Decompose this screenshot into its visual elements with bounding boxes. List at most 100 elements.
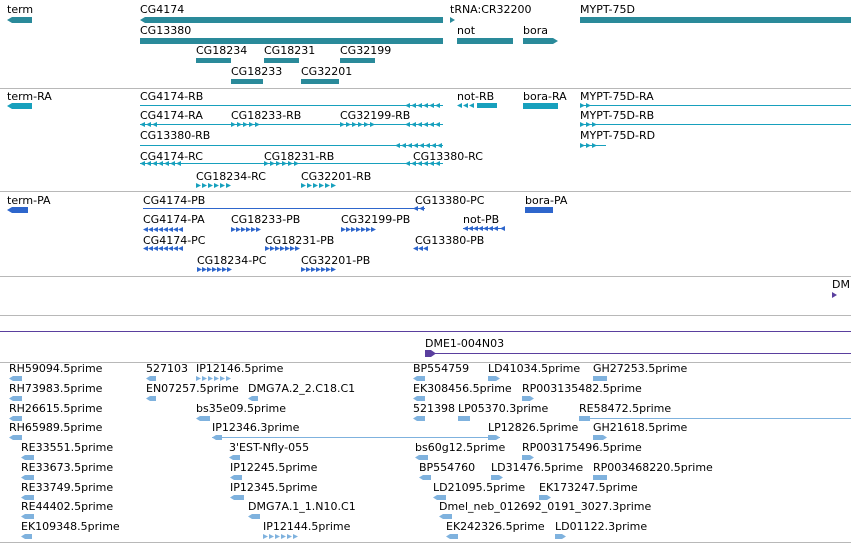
mrna-glyph[interactable] [435, 122, 440, 127]
est-label[interactable]: RH73983.5prime [9, 382, 103, 395]
mrna-glyph[interactable] [411, 161, 416, 166]
mrna-glyph[interactable] [282, 161, 287, 166]
mrna-glyph[interactable] [586, 103, 591, 108]
est-glyph[interactable] [522, 396, 534, 401]
mrna-glyph[interactable] [140, 161, 145, 166]
mrna-glyph[interactable] [176, 161, 181, 166]
protein-label[interactable]: not-PB [463, 213, 500, 226]
est-label[interactable]: RH59094.5prime [9, 362, 103, 375]
protein-glyph[interactable] [153, 246, 158, 251]
protein-glyph[interactable] [222, 267, 227, 272]
protein-glyph[interactable] [493, 226, 498, 231]
mrna-glyph[interactable] [411, 103, 416, 108]
est-glyph[interactable] [21, 495, 34, 500]
mrna-glyph[interactable] [592, 143, 597, 148]
est-glyph[interactable] [488, 435, 500, 440]
mrna-glyph[interactable] [158, 161, 163, 166]
protein-glyph[interactable] [478, 226, 483, 231]
est-label[interactable]: RE33749.5prime [21, 481, 114, 494]
gene-label[interactable]: tRNA:CR32200 [450, 3, 532, 16]
protein-glyph[interactable] [463, 226, 468, 231]
protein-glyph[interactable] [483, 226, 488, 231]
protein-glyph[interactable] [202, 267, 207, 272]
est-glyph[interactable] [269, 534, 274, 539]
protein-glyph[interactable] [419, 206, 424, 211]
est-label[interactable]: RE58472.5prime [579, 402, 672, 415]
est-label[interactable]: LD31476.5prime [491, 461, 584, 474]
protein-glyph[interactable] [143, 227, 148, 232]
mrna-glyph[interactable] [208, 183, 213, 188]
est-label[interactable]: RP003135482.5prime [522, 382, 642, 395]
protein-glyph[interactable] [285, 246, 290, 251]
est-label[interactable]: RH65989.5prime [9, 421, 103, 434]
mrna-glyph[interactable] [411, 122, 416, 127]
est-label[interactable]: bs60g12.5prime [415, 441, 506, 454]
mrna-label[interactable]: CG32201-RB [301, 170, 372, 183]
est-label[interactable]: Dmel_neb_012692_0191_3027.3prime [439, 500, 652, 513]
mrna-glyph[interactable] [196, 183, 201, 188]
protein-glyph[interactable] [265, 246, 270, 251]
gene-label[interactable]: CG13380 [140, 24, 192, 37]
est-label[interactable]: IP12144.5prime [263, 520, 351, 533]
protein-glyph[interactable] [270, 246, 275, 251]
protein-glyph[interactable] [212, 267, 217, 272]
est-label[interactable]: RE33551.5prime [21, 441, 114, 454]
protein-glyph[interactable] [217, 267, 222, 272]
protein-glyph[interactable] [153, 227, 158, 232]
est-label[interactable]: RE44402.5prime [21, 500, 114, 513]
clone-label[interactable]: DME1-004N03 [425, 337, 505, 350]
gene-glyph[interactable] [450, 17, 455, 23]
est-label[interactable]: LP12826.5prime [488, 421, 579, 434]
mrna-label[interactable]: CG4174-RC [140, 150, 203, 163]
protein-glyph[interactable] [246, 227, 251, 232]
mrna-label[interactable]: bora-RA [523, 90, 567, 103]
protein-label[interactable]: CG13380-PB [415, 234, 485, 247]
protein-label[interactable]: CG18233-PB [231, 213, 301, 226]
protein-label[interactable]: CG13380-PC [415, 194, 485, 207]
gene-glyph[interactable] [523, 38, 558, 44]
mrna-glyph[interactable] [249, 122, 254, 127]
mrna-label[interactable]: CG18233-RB [231, 109, 302, 122]
est-glyph[interactable] [413, 416, 425, 421]
mrna-glyph[interactable] [140, 122, 145, 127]
mrna-glyph[interactable] [231, 122, 236, 127]
protein-glyph[interactable] [207, 267, 212, 272]
est-label[interactable]: EK173247.5prime [539, 481, 638, 494]
est-glyph[interactable] [433, 495, 446, 500]
est-glyph[interactable] [230, 475, 242, 480]
mrna-glyph[interactable] [423, 161, 428, 166]
mrna-glyph[interactable] [417, 161, 422, 166]
protein-label[interactable]: CG4174-PB [143, 194, 206, 207]
est-glyph[interactable] [21, 455, 34, 460]
mrna-glyph[interactable] [437, 143, 442, 148]
mrna-glyph[interactable] [405, 161, 410, 166]
protein-glyph[interactable] [290, 246, 295, 251]
mrna-glyph[interactable] [288, 161, 293, 166]
est-label[interactable]: LD01122.3prime [555, 520, 648, 533]
mrna-label[interactable]: MYPT-75D-RB [580, 109, 655, 122]
protein-glyph[interactable] [173, 227, 178, 232]
gene-label[interactable]: CG18233 [231, 65, 283, 78]
est-glyph[interactable] [226, 376, 231, 381]
est-label[interactable]: DMG7A.2_2.C18.C1 [248, 382, 356, 395]
protein-glyph[interactable] [316, 267, 321, 272]
est-label[interactable]: RE33673.5prime [21, 461, 114, 474]
est-glyph[interactable] [230, 495, 244, 500]
est-glyph[interactable] [9, 435, 22, 440]
mrna-glyph[interactable] [429, 122, 434, 127]
mrna-glyph[interactable] [370, 122, 375, 127]
mrna-glyph[interactable] [395, 143, 400, 148]
mrna-glyph[interactable] [226, 183, 231, 188]
gene-glyph[interactable] [140, 38, 443, 44]
est-glyph[interactable] [220, 376, 225, 381]
est-glyph[interactable] [491, 475, 503, 480]
protein-glyph[interactable] [178, 227, 183, 232]
est-glyph[interactable] [146, 376, 156, 381]
mrna-glyph[interactable] [580, 103, 585, 108]
protein-glyph[interactable] [366, 227, 371, 232]
mrna-label[interactable]: CG13380-RB [140, 129, 211, 142]
est-glyph[interactable] [21, 475, 34, 480]
protein-glyph[interactable] [346, 227, 351, 232]
est-glyph[interactable] [419, 475, 431, 480]
protein-label[interactable]: CG32199-PB [341, 213, 411, 226]
